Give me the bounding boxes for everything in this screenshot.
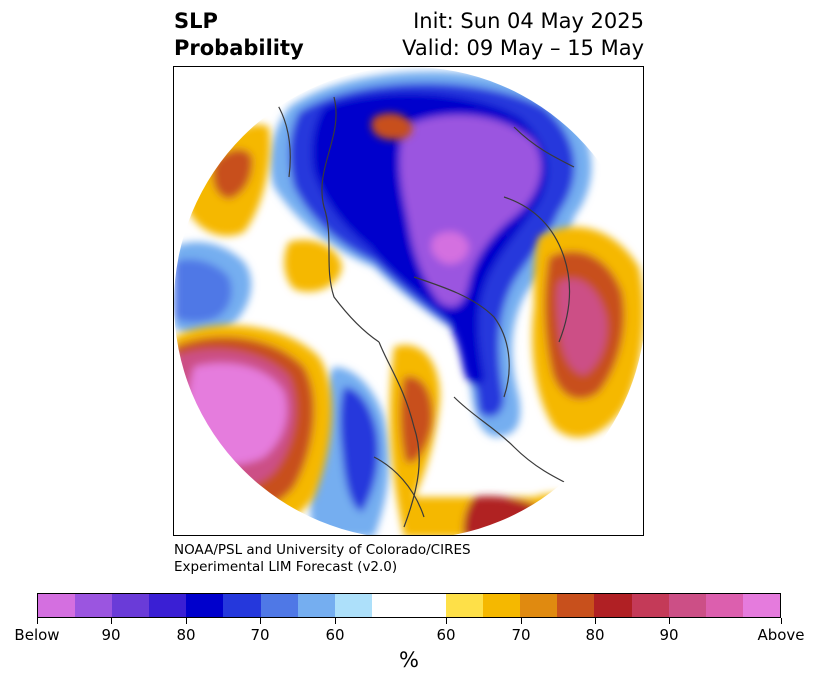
colorbar-segment: [186, 594, 224, 617]
colorbar-tick-label: 90: [659, 626, 679, 644]
colorbar-tick-label: Above: [757, 626, 805, 644]
colorbar-tick-label: 70: [250, 626, 270, 644]
colorbar-segment: [446, 594, 484, 617]
colorbar-unit: %: [399, 648, 419, 672]
colorbar-segment: [297, 594, 335, 617]
colorbar-segment: [742, 594, 780, 617]
colorbar-tick: [335, 618, 336, 624]
colorbar-segment: [112, 594, 150, 617]
colorbar-segment: [594, 594, 632, 617]
colorbar-segment: [334, 594, 372, 617]
colorbar-segment: [371, 594, 447, 617]
colorbar-segment: [260, 594, 298, 617]
colorbar-tick-label: 70: [511, 626, 531, 644]
colorbar-tick-label: Below: [14, 626, 60, 644]
probability-map: [174, 67, 643, 535]
colorbar-segment: [149, 594, 187, 617]
credit-line-1: NOAA/PSL and University of Colorado/CIRE…: [174, 542, 471, 558]
colorbar-tick: [111, 618, 112, 624]
title-right: Init: Sun 04 May 2025 Valid: 09 May – 15…: [402, 8, 644, 62]
colorbar-tick: [781, 618, 782, 624]
title-left: SLP Probability: [174, 8, 304, 62]
colorbar-tick: [669, 618, 670, 624]
colorbar-segment: [557, 594, 595, 617]
colorbar-tick-label: 60: [436, 626, 456, 644]
colorbar-tick: [37, 618, 38, 624]
credit: NOAA/PSL and University of Colorado/CIRE…: [174, 542, 471, 576]
colorbar: [37, 593, 781, 618]
colorbar-segment: [38, 594, 76, 617]
title-variable: SLP: [174, 9, 218, 33]
init-date: Init: Sun 04 May 2025: [413, 9, 644, 33]
below-normal-region: [174, 71, 592, 535]
colorbar-tick: [595, 618, 596, 624]
colorbar-segment: [75, 594, 113, 617]
valid-range: Valid: 09 May – 15 May: [402, 36, 644, 60]
credit-line-2: Experimental LIM Forecast (v2.0): [174, 559, 398, 575]
colorbar-segment: [705, 594, 743, 617]
colorbar-tick: [186, 618, 187, 624]
map-frame: [173, 66, 644, 536]
title-metric: Probability: [174, 36, 304, 60]
coastlines: [263, 86, 575, 528]
colorbar-tick-label: 90: [101, 626, 121, 644]
colorbar-tick: [260, 618, 261, 624]
colorbar-segment: [483, 594, 521, 617]
colorbar-tick: [446, 618, 447, 624]
colorbar-tick-label: 80: [585, 626, 605, 644]
colorbar-tick-label: 60: [325, 626, 345, 644]
colorbar-segment: [631, 594, 669, 617]
colorbar-segment: [520, 594, 558, 617]
colorbar-tick: [521, 618, 522, 624]
colorbar-segment: [668, 594, 706, 617]
colorbar-tick-label: 80: [176, 626, 196, 644]
colorbar-segment: [223, 594, 261, 617]
